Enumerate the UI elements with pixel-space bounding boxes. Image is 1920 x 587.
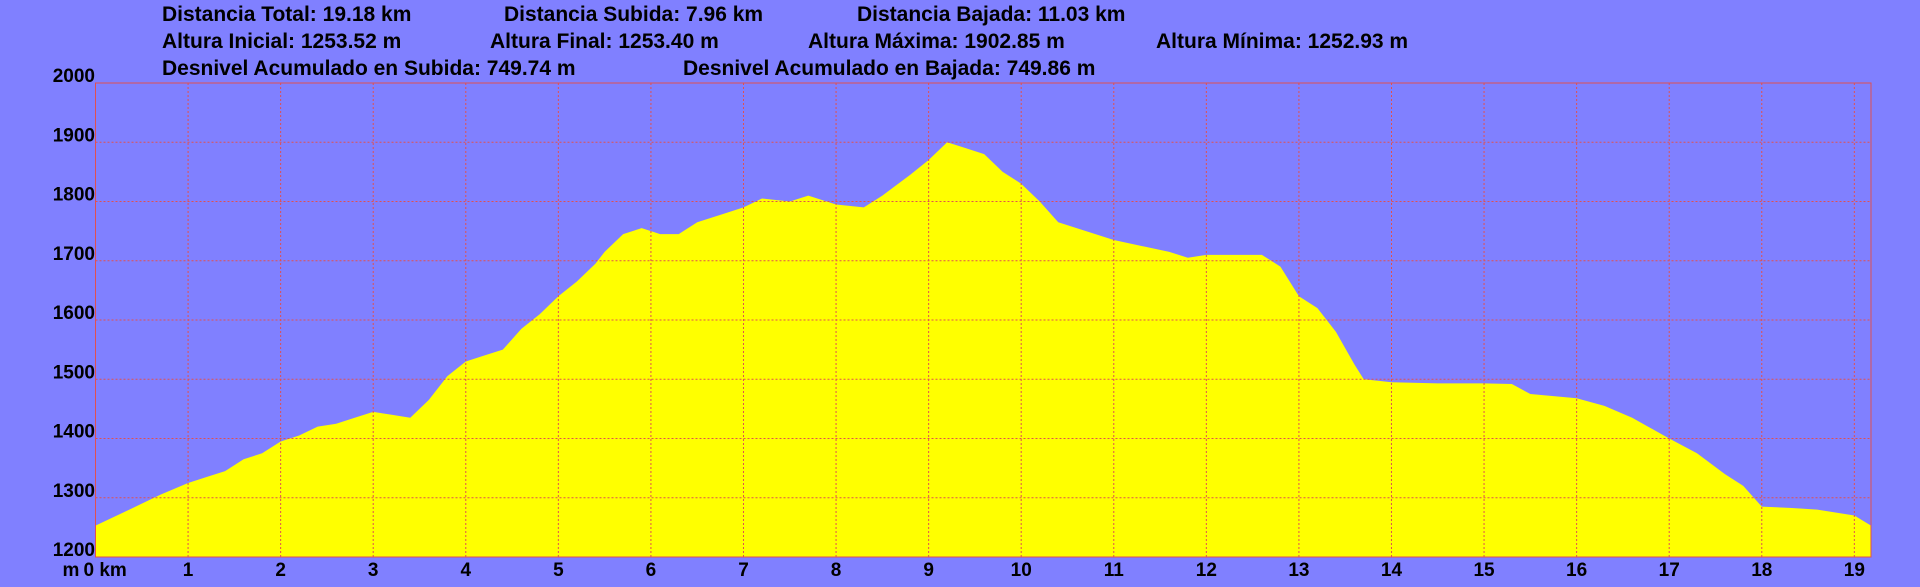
x-tick-label: 0 km	[84, 560, 127, 581]
x-tick-label: 2	[275, 560, 286, 581]
y-axis-label: m	[63, 560, 80, 581]
stat-text: Desnivel Acumulado en Subida: 749.74 m	[162, 57, 576, 80]
stat-text: Desnivel Acumulado en Bajada: 749.86 m	[683, 57, 1095, 80]
x-tick-label: 10	[1011, 560, 1032, 581]
x-tick-label: 9	[923, 560, 934, 581]
x-tick-label: 14	[1381, 560, 1403, 581]
stat-text: Altura Inicial: 1253.52 m	[162, 30, 401, 53]
y-tick-label: 1200	[53, 540, 95, 561]
x-tick-label: 8	[831, 560, 842, 581]
x-tick-label: 4	[460, 560, 471, 581]
x-tick-label: 11	[1104, 560, 1125, 581]
x-tick-label: 16	[1566, 560, 1587, 581]
x-tick-label: 13	[1288, 560, 1309, 581]
stat-text: Altura Final: 1253.40 m	[490, 30, 719, 53]
plot-border	[95, 82, 1872, 558]
y-tick-label: 1300	[53, 481, 95, 502]
y-tick-label: 1400	[53, 422, 95, 443]
y-tick-label: 1600	[53, 303, 95, 324]
x-tick-label: 19	[1844, 560, 1865, 581]
y-tick-label: 1900	[53, 125, 95, 146]
stat-text: Altura Mínima: 1252.93 m	[1156, 30, 1408, 53]
y-tick-label: 1800	[53, 185, 95, 206]
stat-text: Distancia Bajada: 11.03 km	[857, 3, 1125, 26]
x-tick-label: 6	[646, 560, 657, 581]
x-tick-label: 7	[738, 560, 749, 581]
x-tick-label: 18	[1751, 560, 1772, 581]
x-tick-label: 12	[1196, 560, 1217, 581]
stat-text: Distancia Total: 19.18 km	[162, 3, 411, 26]
stat-text: Distancia Subida: 7.96 km	[504, 3, 763, 26]
x-tick-label: 5	[553, 560, 564, 581]
x-tick-label: 17	[1659, 560, 1680, 581]
stat-text: Altura Máxima: 1902.85 m	[808, 30, 1065, 53]
y-tick-label: 1500	[53, 362, 95, 383]
x-tick-label: 3	[368, 560, 379, 581]
y-tick-label: 2000	[53, 66, 95, 87]
y-tick-label: 1700	[53, 244, 95, 265]
x-tick-label: 15	[1473, 560, 1495, 581]
elevation-area	[95, 142, 1871, 557]
x-tick-label: 1	[183, 560, 194, 581]
